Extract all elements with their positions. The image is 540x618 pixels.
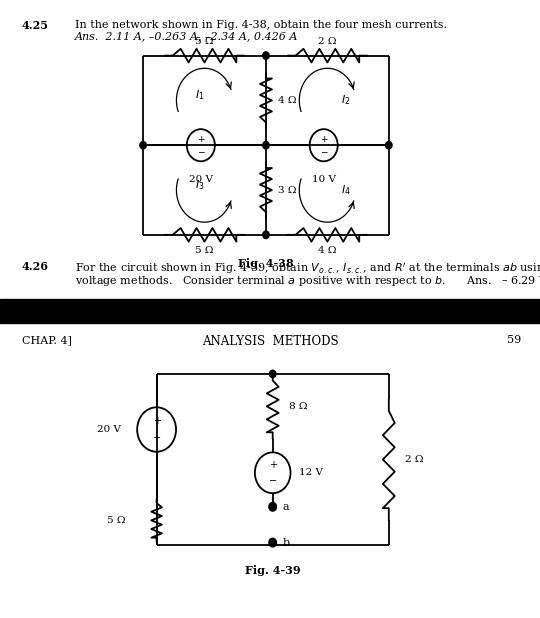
Text: +: + <box>153 416 160 426</box>
Text: −: − <box>152 433 161 443</box>
Circle shape <box>140 142 146 149</box>
Text: −: − <box>268 475 277 486</box>
Text: 5 Ω: 5 Ω <box>195 36 214 46</box>
Text: voltage methods.   Consider terminal $a$ positive with respect to $b$.      Ans.: voltage methods. Consider terminal $a$ p… <box>75 274 540 288</box>
Text: 20 V: 20 V <box>98 425 122 434</box>
Text: +: + <box>197 135 205 143</box>
Text: $I_1$: $I_1$ <box>195 88 205 103</box>
Bar <box>0 299 540 323</box>
Text: In the network shown in Fig. 4-38, obtain the four mesh currents.: In the network shown in Fig. 4-38, obtai… <box>75 20 447 30</box>
Text: Fig. 4-39: Fig. 4-39 <box>245 565 301 576</box>
Text: $I_4$: $I_4$ <box>341 183 350 197</box>
Circle shape <box>262 142 269 149</box>
Circle shape <box>269 538 276 547</box>
Text: $I_2$: $I_2$ <box>341 93 350 108</box>
Circle shape <box>386 142 392 149</box>
Text: a: a <box>282 502 289 512</box>
Text: 2 Ω: 2 Ω <box>318 36 336 46</box>
Text: 3 Ω: 3 Ω <box>278 185 296 195</box>
Text: b: b <box>282 538 289 548</box>
Circle shape <box>262 52 269 59</box>
Text: +: + <box>320 135 327 143</box>
Text: Fig. 4-38: Fig. 4-38 <box>238 258 294 269</box>
Text: Ans.  2.11 A, –0.263 A, –2.34 A, 0.426 A: Ans. 2.11 A, –0.263 A, –2.34 A, 0.426 A <box>75 31 298 41</box>
Text: 8 Ω: 8 Ω <box>289 402 307 411</box>
Text: 20 V: 20 V <box>189 175 213 184</box>
Text: 4 Ω: 4 Ω <box>278 96 296 105</box>
Text: 4 Ω: 4 Ω <box>318 246 336 255</box>
Circle shape <box>269 502 276 511</box>
Text: 4.25: 4.25 <box>22 20 49 32</box>
Text: 59: 59 <box>507 335 521 345</box>
Text: 2 Ω: 2 Ω <box>405 455 423 464</box>
Text: 5 Ω: 5 Ω <box>107 516 125 525</box>
Text: ANALYSIS  METHODS: ANALYSIS METHODS <box>201 335 339 348</box>
Text: 5 Ω: 5 Ω <box>195 246 214 255</box>
Text: $I_3$: $I_3$ <box>195 178 205 192</box>
Text: 12 V: 12 V <box>299 468 322 477</box>
Text: 10 V: 10 V <box>312 175 336 184</box>
Text: CHAP. 4]: CHAP. 4] <box>22 335 72 345</box>
Text: −: − <box>320 147 327 156</box>
Text: 4.26: 4.26 <box>22 261 49 272</box>
Circle shape <box>269 370 276 378</box>
Text: For the circuit shown in Fig. 4-39, obtain $V_{o.c.}$, $I_{s.c.}$, and $R^{\prim: For the circuit shown in Fig. 4-39, obta… <box>75 261 540 276</box>
Text: +: + <box>269 460 276 470</box>
Text: −: − <box>197 147 205 156</box>
Circle shape <box>262 231 269 239</box>
